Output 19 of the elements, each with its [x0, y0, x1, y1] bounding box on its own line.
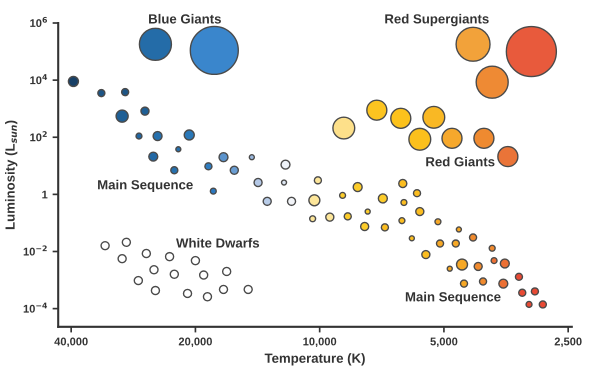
annotation: Main Sequence [406, 292, 501, 304]
y-tick-label: 10$^{−4}$ [24, 302, 48, 313]
x-tick-label: 2,500 [554, 338, 582, 348]
x-axis-title: Temperature (K) [264, 353, 365, 366]
annotation: Main Sequence [98, 180, 193, 192]
x-tick-label: 5,000 [430, 338, 458, 348]
annotation: Red Giants [426, 156, 494, 166]
y-tick-label: 10$^{6}$ [30, 16, 48, 28]
annotation: Blue Giants [149, 14, 221, 24]
y-axis-title: Luminosity (L$_{sun}$) [5, 120, 18, 230]
x-tick-label: 20,000 [178, 338, 212, 348]
y-tick-label: 1 [42, 190, 48, 198]
annotation: Red Supergiants [385, 14, 489, 26]
x-tick-label: 10,000 [303, 338, 336, 348]
x-tick-label: 40,000 [54, 338, 88, 348]
y-tick-label: 10$^{2}$ [30, 131, 47, 142]
y-tick-label: 10$^{−2}$ [24, 245, 47, 256]
y-tick-label: 10$^{4}$ [30, 74, 48, 84]
annotation: White Dwarfs [176, 238, 260, 248]
